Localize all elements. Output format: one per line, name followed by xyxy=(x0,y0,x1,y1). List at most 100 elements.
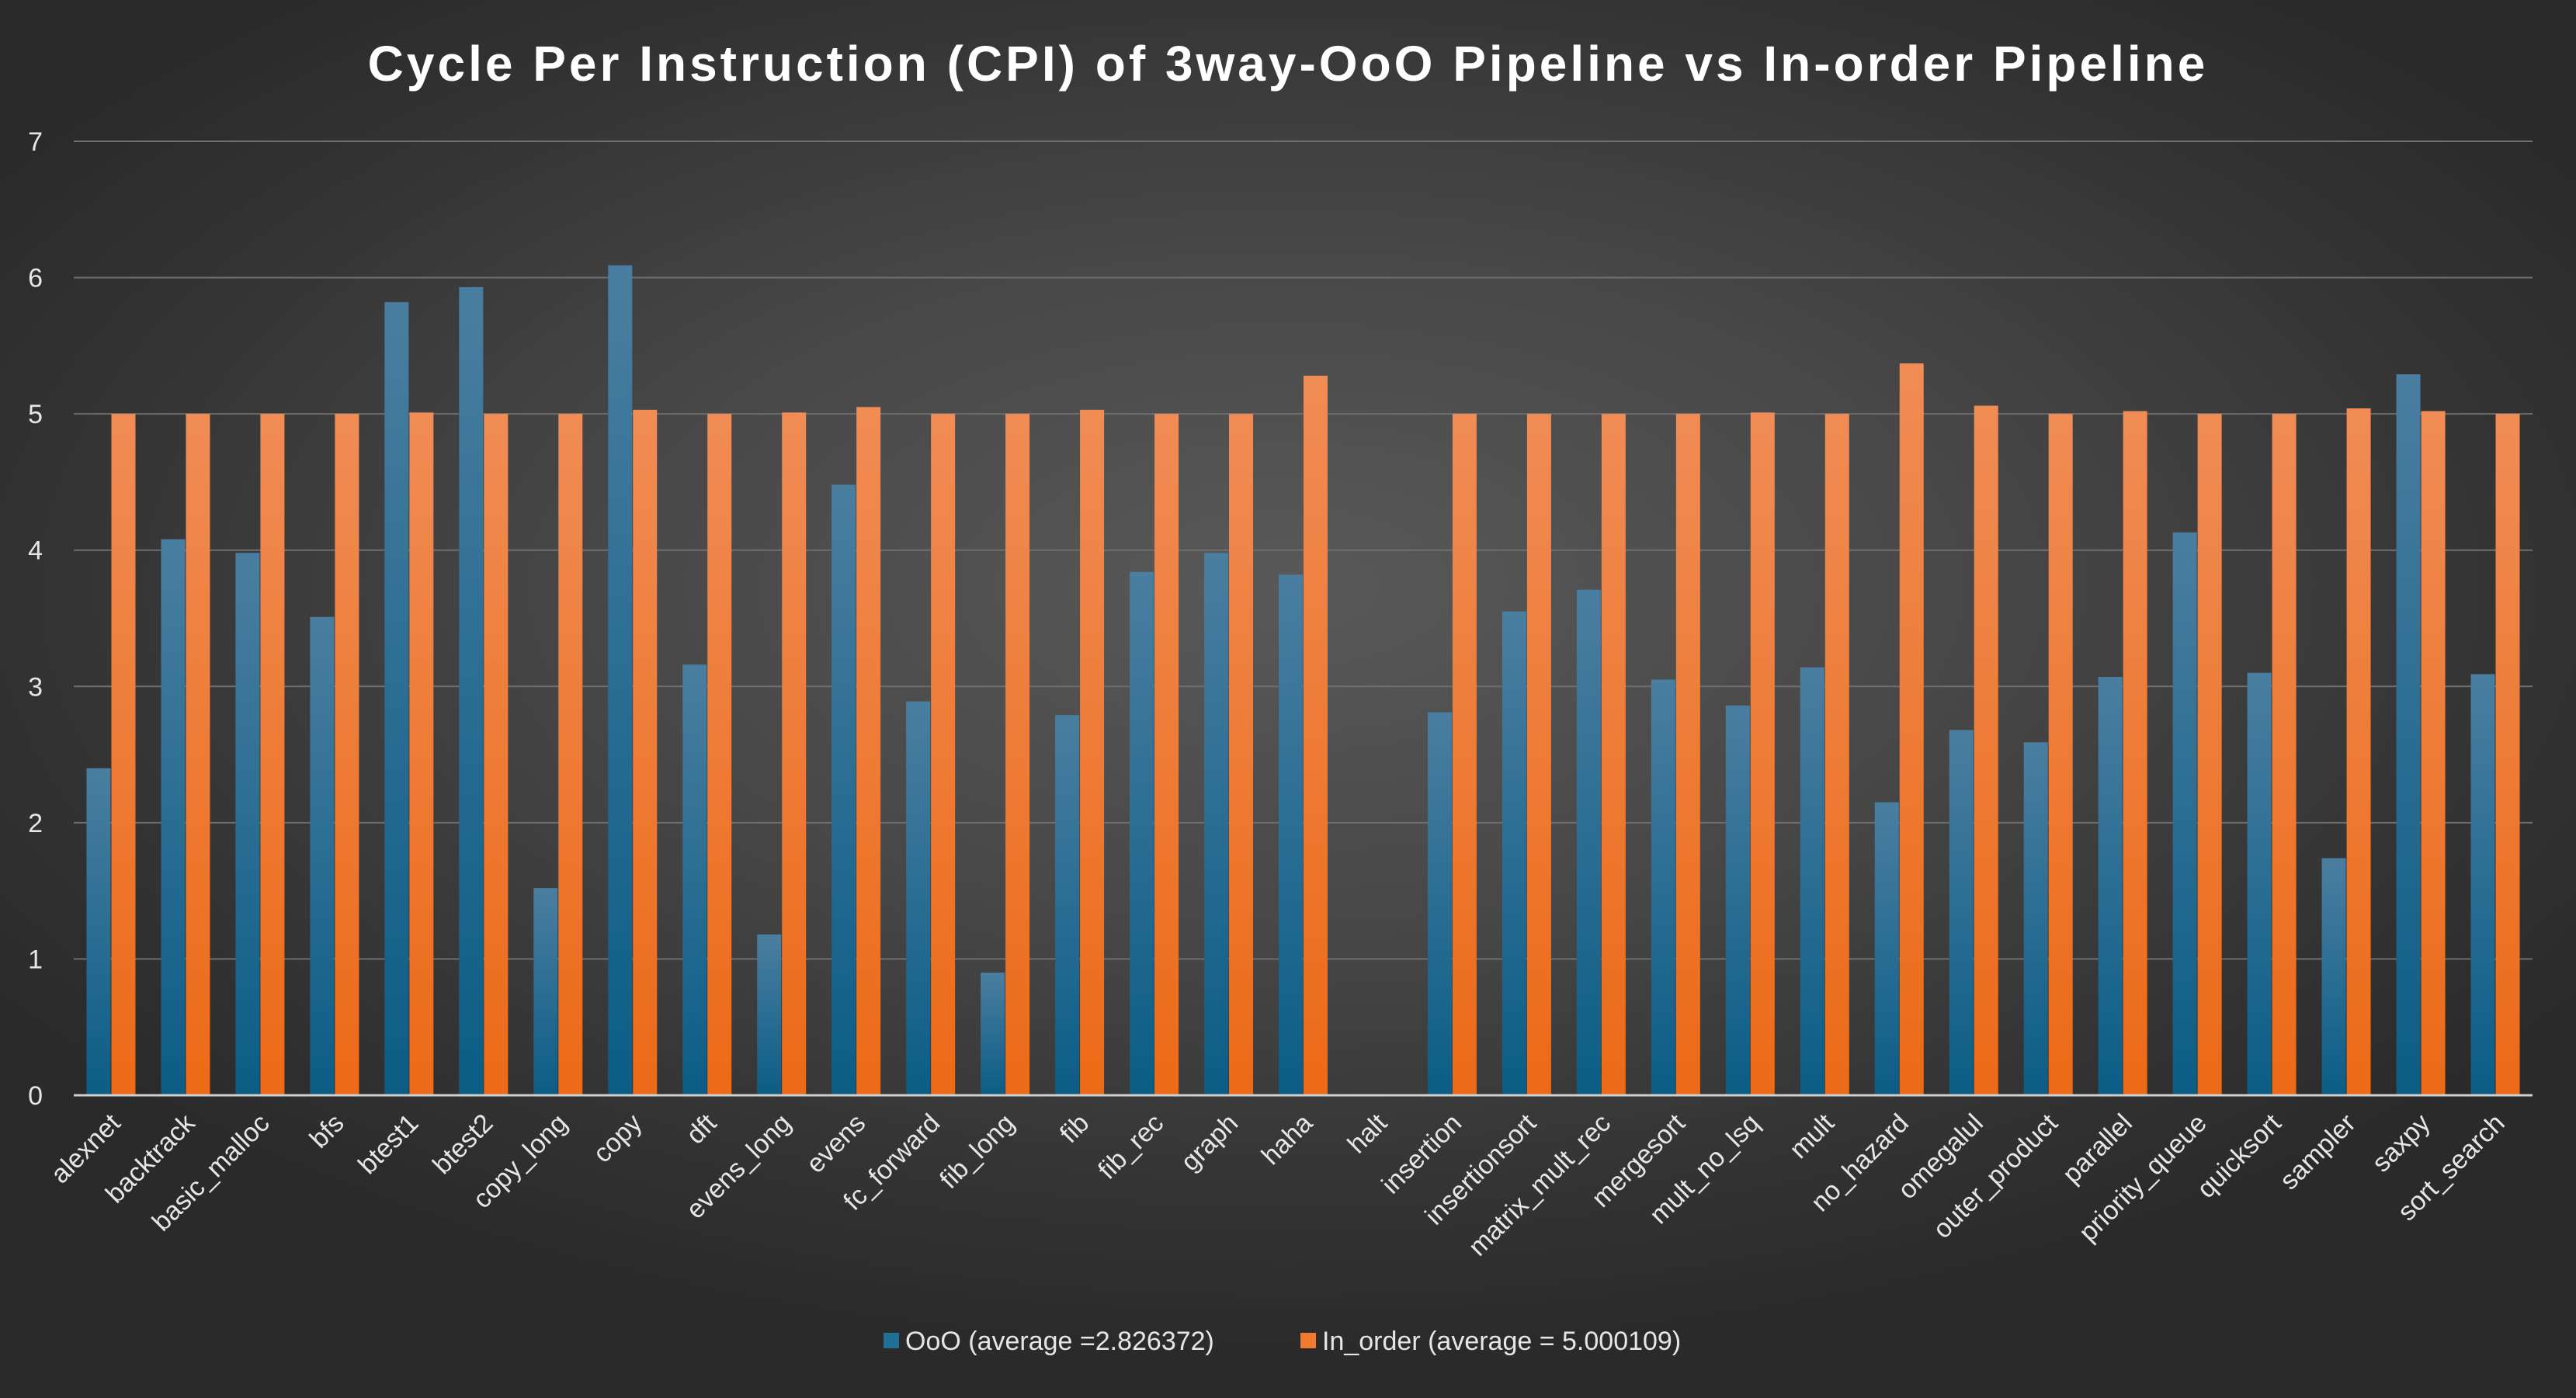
bar-in-order xyxy=(1452,414,1477,1095)
bar-in-order xyxy=(335,414,359,1095)
bar-ooo xyxy=(608,265,633,1095)
bar-ooo xyxy=(533,888,558,1095)
bar-in-order xyxy=(782,412,807,1095)
y-axis-tick-labels: 0 1 2 3 4 5 6 7 xyxy=(28,127,43,1111)
bar-ooo xyxy=(384,302,409,1095)
bar-ooo xyxy=(1725,705,1750,1095)
x-category-label: haha xyxy=(1256,1108,1318,1171)
legend: OoO (average =2.826372) In_order (averag… xyxy=(884,1327,1681,1356)
x-category-label: fib_long xyxy=(934,1108,1020,1195)
bar-ooo xyxy=(682,664,707,1095)
bar-in-order xyxy=(409,412,434,1095)
y-tick-label: 2 xyxy=(28,809,43,838)
x-category-label: quicksort xyxy=(2192,1108,2287,1203)
x-category-label: priority_queue xyxy=(2074,1108,2213,1247)
x-category-label: copy xyxy=(588,1108,648,1169)
bar-ooo xyxy=(1502,611,1526,1095)
bar-ooo xyxy=(757,934,782,1095)
bar-ooo xyxy=(981,972,1005,1095)
x-category-label: dft xyxy=(681,1108,723,1150)
bar-in-order xyxy=(2495,414,2520,1095)
bar-ooo xyxy=(1576,589,1601,1095)
bar-ooo xyxy=(2172,532,2197,1095)
bar-ooo xyxy=(1279,574,1303,1095)
bars xyxy=(86,265,2520,1096)
bar-in-order xyxy=(1750,412,1775,1095)
bar-in-order xyxy=(2123,411,2147,1095)
x-category-label: fib xyxy=(1054,1108,1095,1149)
x-category-label: saxpy xyxy=(2366,1108,2436,1178)
legend-swatch-ooo xyxy=(884,1333,899,1348)
bar-in-order xyxy=(707,414,732,1095)
x-category-label: graph xyxy=(1175,1108,1244,1177)
bar-ooo xyxy=(1874,802,1899,1095)
bar-ooo xyxy=(1949,730,1974,1095)
bar-in-order xyxy=(186,414,210,1095)
bar-in-order xyxy=(484,414,509,1095)
bar-in-order xyxy=(2421,411,2446,1095)
bar-ooo xyxy=(2098,676,2123,1095)
bar-in-order xyxy=(1080,409,1105,1095)
bar-in-order xyxy=(931,414,956,1095)
bar-ooo xyxy=(310,616,335,1095)
x-category-label: btest1 xyxy=(352,1108,424,1180)
x-category-label: sampler xyxy=(2274,1108,2361,1195)
bar-ooo xyxy=(2396,374,2421,1095)
bar-ooo xyxy=(161,539,186,1095)
bar-in-order xyxy=(1824,414,1849,1095)
bar-ooo xyxy=(459,286,484,1095)
bar-ooo xyxy=(2470,674,2495,1095)
bar-in-order xyxy=(1601,414,1626,1095)
x-category-label: fib_rec xyxy=(1092,1108,1169,1185)
y-tick-label: 3 xyxy=(28,672,43,702)
bar-in-order xyxy=(2272,414,2297,1095)
bar-ooo xyxy=(2321,858,2346,1095)
bar-ooo xyxy=(906,701,931,1095)
bar-ooo xyxy=(86,768,111,1095)
legend-label-in-order: In_order (average = 5.000109) xyxy=(1322,1327,1681,1356)
bar-in-order xyxy=(1304,375,1328,1095)
bar-ooo xyxy=(235,553,260,1095)
bar-ooo xyxy=(1427,712,1452,1095)
bar-in-order xyxy=(1974,405,1998,1095)
bar-ooo xyxy=(1204,553,1229,1095)
bar-in-order xyxy=(1675,414,1700,1095)
bar-ooo xyxy=(1055,715,1080,1095)
bar-in-order xyxy=(2197,414,2222,1095)
y-tick-label: 0 xyxy=(28,1081,43,1111)
bar-ooo xyxy=(1651,679,1675,1095)
x-category-label: btest2 xyxy=(427,1108,498,1180)
bar-in-order xyxy=(633,409,658,1095)
bar-ooo xyxy=(2247,672,2272,1095)
bar-ooo xyxy=(831,484,856,1095)
bar-in-order xyxy=(111,414,136,1095)
y-tick-label: 1 xyxy=(28,945,43,974)
x-category-label: halt xyxy=(1342,1108,1393,1159)
bar-in-order xyxy=(1154,414,1179,1095)
bar-in-order xyxy=(1229,414,1254,1095)
x-category-label: evens xyxy=(800,1108,871,1179)
bar-ooo xyxy=(1130,571,1154,1095)
bar-in-order xyxy=(260,414,285,1095)
y-tick-label: 5 xyxy=(28,400,43,429)
bar-in-order xyxy=(2346,408,2371,1095)
x-category-label: bfs xyxy=(304,1108,350,1154)
chart-title: Cycle Per Instruction (CPI) of 3way-OoO … xyxy=(368,36,2209,92)
bar-in-order xyxy=(856,407,881,1095)
legend-swatch-in-order xyxy=(1300,1333,1316,1348)
legend-label-ooo: OoO (average =2.826372) xyxy=(905,1327,1214,1356)
y-tick-label: 6 xyxy=(28,264,43,293)
y-tick-label: 4 xyxy=(28,536,43,566)
bar-ooo xyxy=(1800,667,1824,1095)
bar-ooo xyxy=(2023,742,2048,1095)
bar-in-order xyxy=(1526,414,1551,1095)
y-tick-label: 7 xyxy=(28,127,43,157)
bar-in-order xyxy=(2048,414,2073,1095)
x-category-label: mult xyxy=(1784,1108,1841,1164)
gridlines xyxy=(74,140,2533,960)
bar-in-order xyxy=(1005,414,1030,1095)
bar-in-order xyxy=(558,414,583,1095)
